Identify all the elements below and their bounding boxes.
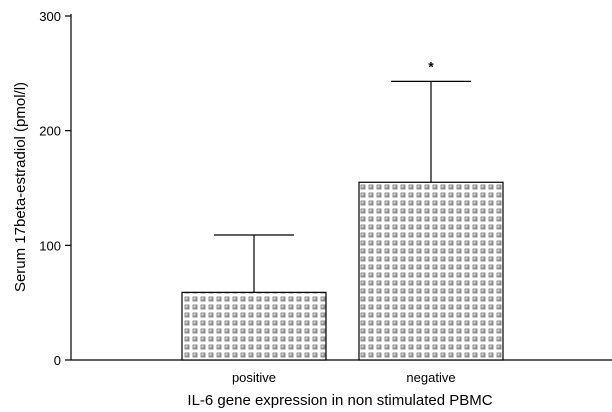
x-tick-labels: positive negative [232, 370, 456, 385]
x-tick-label-positive: positive [232, 370, 276, 385]
x-axis-label: IL-6 gene expression in non stimulated P… [187, 392, 492, 409]
y-tick-label: 0 [54, 353, 61, 368]
y-tick-label: 200 [39, 124, 61, 139]
y-axis-label: Serum 17beta-estradiol (pmol/l) [12, 82, 29, 292]
y-ticks: 0 100 200 300 [39, 9, 71, 368]
y-tick-label: 100 [39, 238, 61, 253]
bars: * [181, 58, 504, 361]
bar-positive [181, 291, 327, 361]
bar-negative [358, 181, 504, 361]
significance-marker: * [428, 58, 434, 74]
y-tick-label: 300 [39, 9, 61, 24]
x-tick-label-negative: negative [406, 370, 455, 385]
